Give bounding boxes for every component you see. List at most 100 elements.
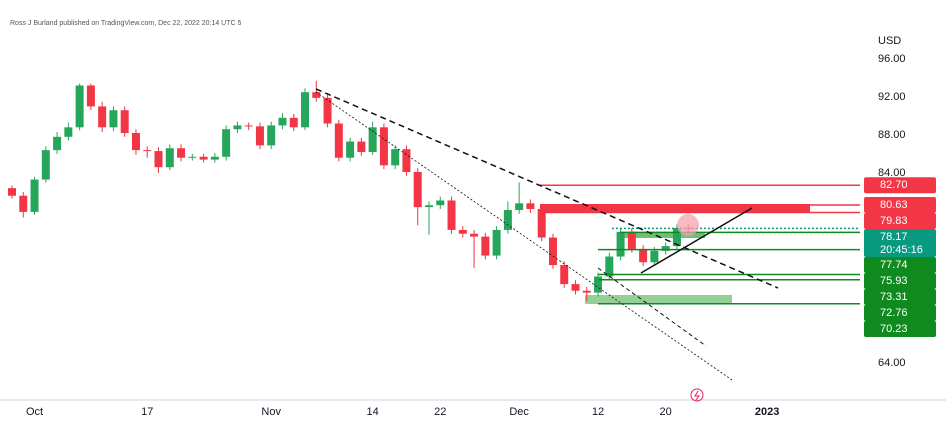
candle-body <box>75 85 84 128</box>
x-tick-label: 20 <box>660 406 672 418</box>
candle-body <box>346 141 355 158</box>
candle-body <box>639 248 648 263</box>
candle-body <box>470 233 479 237</box>
candle-body <box>661 246 670 251</box>
candle-body <box>19 195 28 212</box>
y-tick-label: 84.00 <box>878 167 906 179</box>
candle-body <box>357 141 366 153</box>
countdown: 20:45:16 <box>880 244 923 256</box>
candle-body <box>391 149 400 166</box>
candle-body <box>492 229 501 256</box>
candle-body <box>424 205 433 208</box>
x-tick-label: 14 <box>367 406 379 418</box>
candle-body <box>334 123 343 158</box>
candle-body <box>30 179 39 212</box>
candle-body <box>165 148 174 168</box>
candle-body <box>605 256 614 277</box>
candle-body <box>86 85 95 107</box>
candle-body <box>515 203 524 210</box>
price-label-box <box>864 196 936 213</box>
candle-body <box>458 229 467 234</box>
candle-body <box>447 200 456 230</box>
candle-body <box>98 106 107 128</box>
event-icon[interactable] <box>690 388 704 402</box>
price-label-box <box>864 288 936 305</box>
candle-body <box>188 156 197 158</box>
currency: USD <box>878 35 901 47</box>
price-label: 79.83 <box>880 215 908 227</box>
x-tick-label: 2023 <box>755 406 779 418</box>
candle-body <box>548 237 557 266</box>
candle-body <box>289 117 298 128</box>
demand-zone <box>620 232 705 238</box>
y-tick-label: 88.00 <box>878 129 906 141</box>
candle-body <box>537 209 546 238</box>
plot <box>8 80 860 305</box>
candle-body <box>53 136 62 151</box>
y-tick-label: 92.00 <box>878 91 906 103</box>
price-label-box <box>864 272 936 289</box>
trendline <box>315 91 733 381</box>
trendline <box>640 207 753 274</box>
price-label-box <box>864 212 936 229</box>
candle-body <box>368 127 377 153</box>
candle-body <box>278 117 287 126</box>
price-label: 77.74 <box>880 259 908 271</box>
candle-body <box>177 148 186 158</box>
candle-body <box>143 150 152 152</box>
zones <box>540 204 810 304</box>
candle-body <box>255 126 264 146</box>
trendline <box>315 88 779 289</box>
price-label-box <box>864 320 936 337</box>
event-icon[interactable] <box>694 390 700 401</box>
candle-body <box>267 125 276 146</box>
header: Ross J Burland published on TradingView.… <box>10 20 242 27</box>
price-label: 73.31 <box>880 291 908 303</box>
x-tick-label: Nov <box>261 406 281 418</box>
price-label: 70.23 <box>880 323 908 335</box>
candle-body <box>560 265 569 285</box>
supply-zone <box>540 204 810 213</box>
candle-body <box>120 110 129 134</box>
x-tick-label: 22 <box>434 406 446 418</box>
price-label: 82.70 <box>880 179 908 191</box>
price-label: 80.63 <box>880 199 908 211</box>
candle-body <box>233 125 242 130</box>
candle-body <box>41 150 50 180</box>
candle-body <box>413 171 422 208</box>
candle-body <box>436 200 445 206</box>
candle-body <box>8 188 16 196</box>
drawings <box>315 88 779 402</box>
candle-body <box>582 290 591 293</box>
price-label-box <box>864 228 936 257</box>
candle-body <box>503 209 512 230</box>
candle-body <box>222 129 231 157</box>
demand-zone <box>585 295 732 304</box>
candle-body <box>154 151 163 168</box>
candle-body <box>312 92 321 98</box>
candle-body <box>481 236 490 256</box>
y-tick-label: 96.00 <box>878 53 906 65</box>
y-tick-label: 64.00 <box>878 357 906 369</box>
candle-body <box>571 284 580 291</box>
candle-body <box>627 231 636 249</box>
axis: 96.00 92.00 88.00 84.00 64.00 Oct 17 Nov 14 22 Dec… <box>26 53 936 418</box>
candle-body <box>594 276 603 293</box>
candle-body <box>402 149 411 172</box>
price-label-box <box>864 256 936 273</box>
candle-body <box>650 250 659 263</box>
x-tick-label: Dec <box>509 406 529 418</box>
candle-body <box>244 125 253 127</box>
highlight <box>677 214 699 236</box>
candle-body <box>131 133 140 151</box>
candle-body <box>616 231 625 257</box>
price-label: 75.93 <box>880 275 908 287</box>
candle-body <box>323 97 332 124</box>
candle-body <box>199 156 208 160</box>
price-label-box <box>864 304 936 321</box>
x-tick-label: 17 <box>141 406 153 418</box>
candle-body <box>526 203 535 210</box>
price-label: 72.76 <box>880 307 908 319</box>
candle-body <box>379 127 388 166</box>
